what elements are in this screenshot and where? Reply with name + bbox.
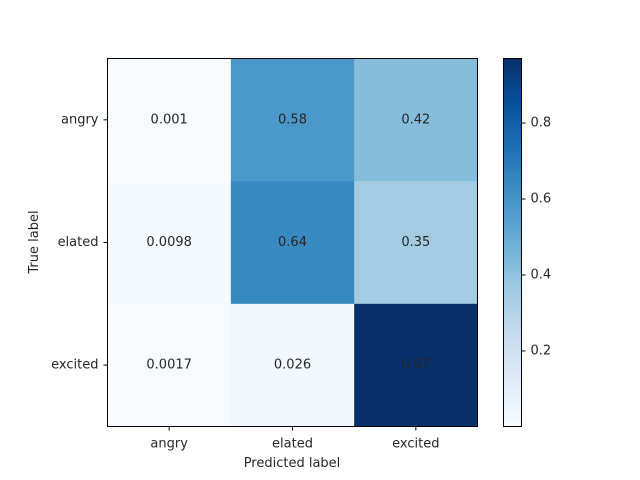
heatmap-cell	[230, 181, 355, 305]
cell-value-label: 0.58	[278, 112, 307, 127]
cell-value-label: 0.0017	[146, 358, 192, 373]
x-tick-label: excited	[392, 437, 439, 452]
x-tick-label: elated	[272, 437, 313, 452]
heatmap-cell	[354, 58, 478, 182]
heatmap-cell	[107, 58, 232, 182]
colorbar-tick-label: 0.2	[531, 343, 552, 358]
cell-value-label: 0.001	[151, 112, 188, 127]
cell-value-label: 0.35	[401, 235, 430, 250]
y-tick-label: elated	[58, 235, 99, 250]
cell-value-label: 0.42	[401, 112, 430, 127]
heatmap-cell	[230, 303, 355, 427]
heatmap-cell	[354, 181, 478, 305]
x-axis-ticks: angry elated excited	[150, 426, 440, 452]
y-axis-ticks: angry elated excited	[51, 112, 108, 373]
x-tick-label: angry	[150, 437, 188, 452]
heatmap-cell	[107, 303, 232, 427]
colorbar-tick-label: 0.4	[531, 267, 552, 282]
colorbar-tick-label: 0.8	[531, 116, 552, 131]
colorbar-frame	[503, 58, 522, 427]
colorbar-ticks: 0.2 0.4 0.6 0.8	[521, 116, 552, 358]
cell-value-label: 0.0098	[146, 235, 192, 250]
x-axis-label: Predicted label	[244, 456, 341, 471]
heatmap-cell	[230, 58, 355, 182]
y-tick-label: excited	[51, 358, 98, 373]
y-axis-label: True label	[27, 210, 42, 274]
heatmap-cells: 0.001 0.58 0.42 0.0098 0.64 0.35 0.0017 0.026 0.…	[107, 58, 478, 427]
colorbar-gradient	[503, 58, 521, 426]
heatmap-cell	[354, 303, 478, 427]
y-tick-label: angry	[61, 112, 99, 127]
cell-value-label: 0.64	[278, 235, 307, 250]
colorbar: 0.2 0.4 0.6 0.8	[503, 58, 551, 427]
heatmap-cell	[107, 181, 232, 305]
colorbar-tick-label: 0.6	[531, 192, 552, 207]
cell-value-label: 0.026	[274, 358, 311, 373]
cell-value-label: 0.97	[401, 358, 430, 373]
